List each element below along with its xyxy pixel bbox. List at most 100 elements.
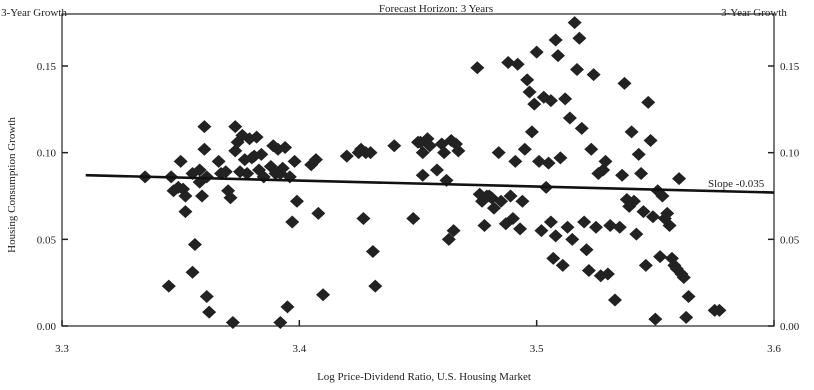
data-point <box>520 73 535 87</box>
data-point <box>581 264 596 278</box>
data-point <box>572 31 587 45</box>
data-point <box>574 121 589 135</box>
data-point <box>387 139 402 153</box>
data-point <box>653 250 668 264</box>
x-tick-label: 3.5 <box>530 343 544 355</box>
plot-frame <box>61 13 775 327</box>
data-point <box>546 251 561 265</box>
data-point <box>565 232 580 246</box>
data-point <box>634 166 649 180</box>
data-point <box>638 258 653 272</box>
data-point <box>543 215 558 229</box>
data-point <box>192 163 207 177</box>
data-point <box>600 267 615 281</box>
data-point <box>311 206 326 220</box>
data-point <box>197 142 212 156</box>
data-point <box>173 154 188 168</box>
data-point <box>529 45 544 59</box>
data-point <box>645 210 660 224</box>
corner-label-left: 3-Year Growth <box>1 7 67 19</box>
y-tick-label-right: 0.10 <box>780 148 800 160</box>
data-point <box>676 270 691 284</box>
data-point <box>406 212 421 226</box>
data-point <box>562 111 577 125</box>
data-point <box>218 165 233 179</box>
data-point <box>629 227 644 241</box>
data-point <box>273 316 288 330</box>
data-point <box>195 189 210 203</box>
data-point <box>199 290 214 304</box>
data-point <box>365 244 380 258</box>
y-tick-label-left: 0.05 <box>37 234 57 246</box>
data-point <box>249 130 264 144</box>
data-point <box>491 146 506 160</box>
data-point <box>558 92 573 106</box>
data-point <box>451 144 466 158</box>
data-point <box>505 212 520 226</box>
data-point <box>641 95 656 109</box>
y-tick-label-left: 0.10 <box>37 148 57 160</box>
data-point <box>584 142 599 156</box>
data-point <box>598 154 613 168</box>
data-point <box>202 305 217 319</box>
data-point <box>225 316 240 330</box>
data-point <box>681 290 696 304</box>
y-tick-label-right: 0.05 <box>780 234 800 246</box>
data-point <box>517 142 532 156</box>
data-point <box>626 194 641 208</box>
data-point <box>494 194 509 208</box>
data-point <box>615 168 630 182</box>
y-tick-label-right: 0.00 <box>780 321 800 333</box>
data-point <box>712 303 727 317</box>
data-point <box>636 205 651 219</box>
data-point <box>515 194 530 208</box>
data-point <box>643 134 658 148</box>
data-point <box>508 154 523 168</box>
data-point <box>655 189 670 203</box>
corner-label-right: 3-Year Growth <box>721 7 787 19</box>
chart-title: Forecast Horizon: 3 Years <box>379 3 493 15</box>
data-point <box>624 125 639 139</box>
data-point <box>446 224 461 238</box>
y-tick-label-left: 0.00 <box>37 321 57 333</box>
data-point <box>660 206 675 220</box>
data-point <box>548 33 563 47</box>
data-point <box>368 279 383 293</box>
data-point <box>422 139 437 153</box>
data-point <box>185 265 200 279</box>
data-point <box>197 120 212 134</box>
data-point <box>501 56 516 70</box>
x-axis-label: Log Price-Dividend Ratio, U.S. Housing M… <box>317 371 531 383</box>
data-point <box>199 170 214 184</box>
data-point <box>679 310 694 324</box>
data-point <box>603 218 618 232</box>
data-point <box>662 218 677 232</box>
data-point <box>607 293 622 307</box>
data-point <box>551 49 566 63</box>
data-point <box>441 232 456 246</box>
data-point <box>178 205 193 219</box>
data-point <box>437 146 452 160</box>
data-point <box>541 156 556 170</box>
data-point <box>415 168 430 182</box>
data-point <box>339 149 354 163</box>
data-point <box>363 146 378 160</box>
data-point <box>524 125 539 139</box>
data-point <box>570 62 585 76</box>
data-point <box>543 94 558 108</box>
data-point <box>555 258 570 272</box>
data-point <box>228 120 243 134</box>
data-point <box>356 212 371 226</box>
data-point <box>161 279 176 293</box>
data-point <box>429 163 444 177</box>
data-point <box>470 61 485 75</box>
data-point <box>240 166 255 180</box>
data-point <box>534 224 549 238</box>
x-tick-label: 3.4 <box>292 343 306 355</box>
data-point <box>242 132 257 146</box>
data-point <box>278 140 293 154</box>
data-point <box>586 68 601 82</box>
data-point <box>579 243 594 257</box>
